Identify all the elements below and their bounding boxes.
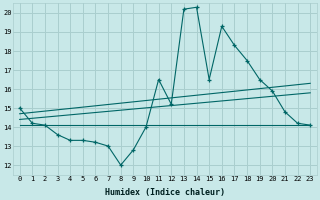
X-axis label: Humidex (Indice chaleur): Humidex (Indice chaleur): [105, 188, 225, 197]
